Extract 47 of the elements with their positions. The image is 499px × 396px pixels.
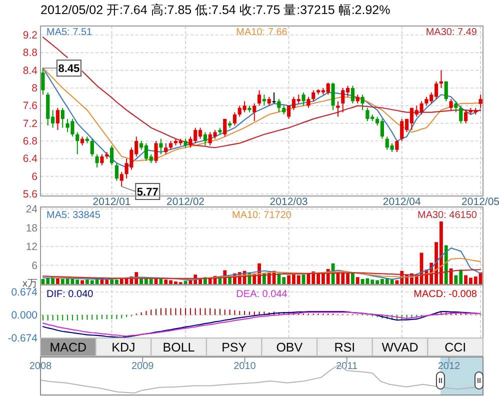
text: MA5: 33845: [46, 210, 101, 221]
y-tick-label: 7.2: [22, 118, 38, 130]
chart-title: 2012/05/02 开:7.64 高:7.85 低:7.54 收:7.75 量:37215 幅:2.92%: [40, 2, 390, 17]
text: MA30: 7.49: [426, 27, 478, 38]
y-tick-label: -0.674: [8, 332, 38, 344]
y-tick-label: 8: [32, 82, 38, 94]
x-tick-label: 2009: [131, 361, 154, 372]
text: PSY: [222, 340, 248, 354]
text: KDJ: [112, 340, 136, 354]
y-tick-label: 12: [26, 241, 38, 253]
y-tick-label: 0.000: [11, 310, 38, 322]
text: MA5: 7.51: [46, 27, 93, 38]
y-tick-label: 5.6: [22, 188, 38, 200]
text: BOLL: [162, 340, 195, 354]
x-tick-label: 2012/04: [382, 196, 422, 208]
y-tick-label: 18: [26, 222, 38, 234]
text: RSI: [334, 340, 356, 354]
x-tick-label: 2012/01: [92, 196, 131, 208]
y-tick-label: 6.8: [22, 136, 38, 148]
text: CCI: [444, 340, 466, 354]
annotation: 8.45: [58, 63, 80, 76]
y-tick-label: 6: [32, 260, 38, 272]
series-label: DEA: 0.044: [236, 289, 288, 300]
annotation: 5.77: [136, 186, 158, 198]
y-tick-label: 9.2: [22, 30, 38, 42]
text: WVAD: [382, 340, 418, 354]
x-tick-label: 2012/03: [270, 196, 308, 208]
y-tick-label: 8.8: [22, 47, 38, 60]
text: OBV: [276, 340, 304, 354]
text: MACD: [50, 340, 87, 354]
y-tick-label: 24: [26, 204, 38, 216]
y-tick-label: 6: [32, 170, 38, 183]
x-tick-label: 2012/05: [462, 196, 499, 208]
text: MA10: 71720: [232, 210, 292, 221]
text: MA30: 46150: [418, 210, 478, 221]
text: DIF: 0.040: [46, 289, 94, 300]
y-tick-label: 6.4: [22, 153, 38, 166]
x-tick-label: 2010: [234, 361, 256, 372]
y-tick-label: 7.6: [22, 100, 38, 112]
x-tick-label: 2012: [438, 361, 461, 372]
y-axis-title: x万: [22, 278, 38, 290]
series-label: MACD: -0.008: [414, 289, 478, 300]
y-tick-label: 8.4: [22, 64, 38, 77]
x-tick-label: 2012/02: [166, 196, 205, 208]
y-tick-label: 0.674: [11, 286, 38, 299]
text: MA10: 7.66: [236, 27, 288, 38]
x-tick-label: 2011: [336, 361, 358, 372]
